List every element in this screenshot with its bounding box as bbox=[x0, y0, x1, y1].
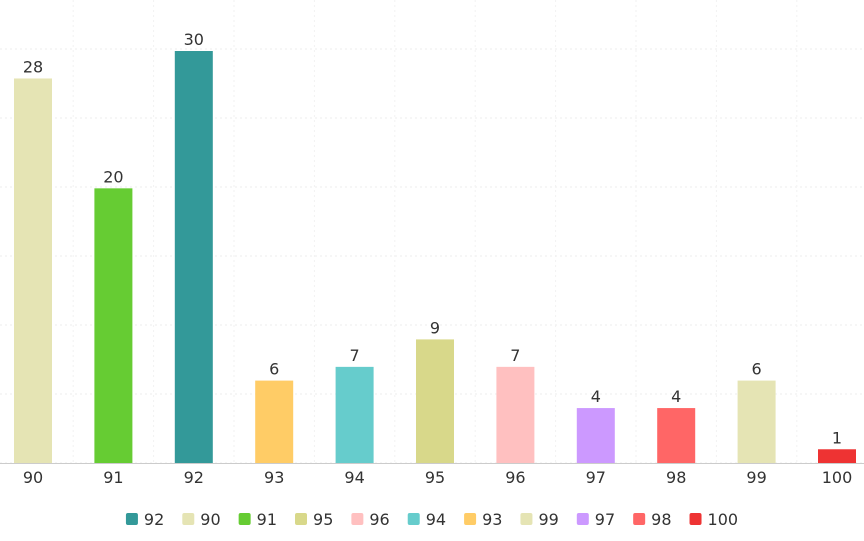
value-labels: 28 20 30 6 7 9 7 4 4 6 1 bbox=[23, 30, 842, 447]
legend-item-93[interactable]: 93 bbox=[464, 510, 502, 529]
value-label-90: 28 bbox=[23, 57, 43, 76]
bar-98[interactable] bbox=[657, 408, 696, 463]
legend-swatch-96 bbox=[351, 513, 364, 525]
legend-item-97[interactable]: 97 bbox=[576, 510, 615, 529]
x-tick-94: 94 bbox=[344, 468, 364, 487]
legend-swatch-91 bbox=[238, 513, 251, 525]
x-tick-93: 93 bbox=[264, 468, 284, 487]
value-label-98: 4 bbox=[671, 387, 681, 406]
bar-95[interactable] bbox=[416, 339, 454, 463]
x-tick-90: 90 bbox=[23, 468, 43, 487]
legend-label-99: 99 bbox=[538, 510, 558, 529]
legend[interactable]: 92 90 91 95 96 94 93 99 97 98 100 bbox=[125, 510, 739, 529]
legend-label-100: 100 bbox=[708, 510, 739, 529]
legend-swatch-94 bbox=[407, 513, 420, 525]
bars bbox=[14, 51, 856, 464]
bar-94[interactable] bbox=[335, 366, 374, 463]
legend-label-96: 96 bbox=[369, 510, 389, 529]
legend-swatch-93 bbox=[464, 513, 477, 525]
bar-96[interactable] bbox=[496, 366, 535, 463]
x-tick-92: 92 bbox=[184, 468, 204, 487]
bar-91[interactable] bbox=[94, 188, 133, 464]
legend-swatch-95 bbox=[295, 513, 308, 525]
legend-label-92: 92 bbox=[144, 510, 164, 529]
value-label-93: 6 bbox=[269, 360, 279, 379]
value-label-92: 30 bbox=[184, 30, 204, 49]
legend-label-95: 95 bbox=[313, 510, 333, 529]
legend-swatch-97 bbox=[576, 513, 589, 525]
bar-100[interactable] bbox=[818, 449, 856, 463]
value-label-100: 1 bbox=[832, 428, 842, 447]
legend-label-94: 94 bbox=[426, 510, 446, 529]
legend-label-91: 91 bbox=[257, 510, 277, 529]
x-tick-98: 98 bbox=[666, 468, 686, 487]
grid-lines bbox=[0, 0, 864, 464]
value-label-97: 4 bbox=[591, 387, 601, 406]
legend-swatch-99 bbox=[520, 513, 533, 525]
bar-92[interactable] bbox=[174, 51, 213, 463]
legend-item-90[interactable]: 90 bbox=[182, 510, 221, 529]
x-tick-99: 99 bbox=[746, 468, 766, 487]
x-tick-95: 95 bbox=[425, 468, 445, 487]
legend-label-93: 93 bbox=[482, 510, 502, 529]
x-tick-labels: 90 91 92 93 94 95 96 97 98 99 100 bbox=[23, 468, 852, 487]
value-label-94: 7 bbox=[350, 346, 360, 365]
bar-93[interactable] bbox=[255, 380, 294, 463]
x-tick-97: 97 bbox=[586, 468, 606, 487]
legend-label-97: 97 bbox=[595, 510, 615, 529]
legend-item-95[interactable]: 95 bbox=[295, 510, 333, 529]
value-label-99: 6 bbox=[752, 360, 762, 379]
legend-item-100[interactable]: 100 bbox=[689, 510, 739, 529]
x-tick-100: 100 bbox=[822, 468, 853, 487]
value-label-95: 9 bbox=[430, 318, 440, 337]
legend-swatch-90 bbox=[182, 513, 195, 525]
value-label-96: 7 bbox=[510, 346, 520, 365]
legend-item-98[interactable]: 98 bbox=[633, 510, 672, 529]
value-label-91: 20 bbox=[103, 167, 123, 186]
legend-label-90: 90 bbox=[200, 510, 220, 529]
x-tick-91: 91 bbox=[103, 468, 123, 487]
legend-swatch-98 bbox=[633, 513, 646, 525]
bar-99[interactable] bbox=[737, 380, 776, 463]
legend-swatch-92 bbox=[125, 513, 138, 525]
bar-97[interactable] bbox=[576, 408, 615, 463]
legend-item-92[interactable]: 92 bbox=[125, 510, 164, 529]
legend-label-98: 98 bbox=[651, 510, 671, 529]
legend-item-99[interactable]: 99 bbox=[520, 510, 559, 529]
legend-item-96[interactable]: 96 bbox=[351, 510, 390, 529]
legend-item-91[interactable]: 91 bbox=[238, 510, 277, 529]
legend-swatch-100 bbox=[689, 513, 702, 525]
legend-item-94[interactable]: 94 bbox=[407, 510, 446, 529]
x-tick-96: 96 bbox=[505, 468, 525, 487]
bar-90[interactable] bbox=[14, 78, 52, 463]
